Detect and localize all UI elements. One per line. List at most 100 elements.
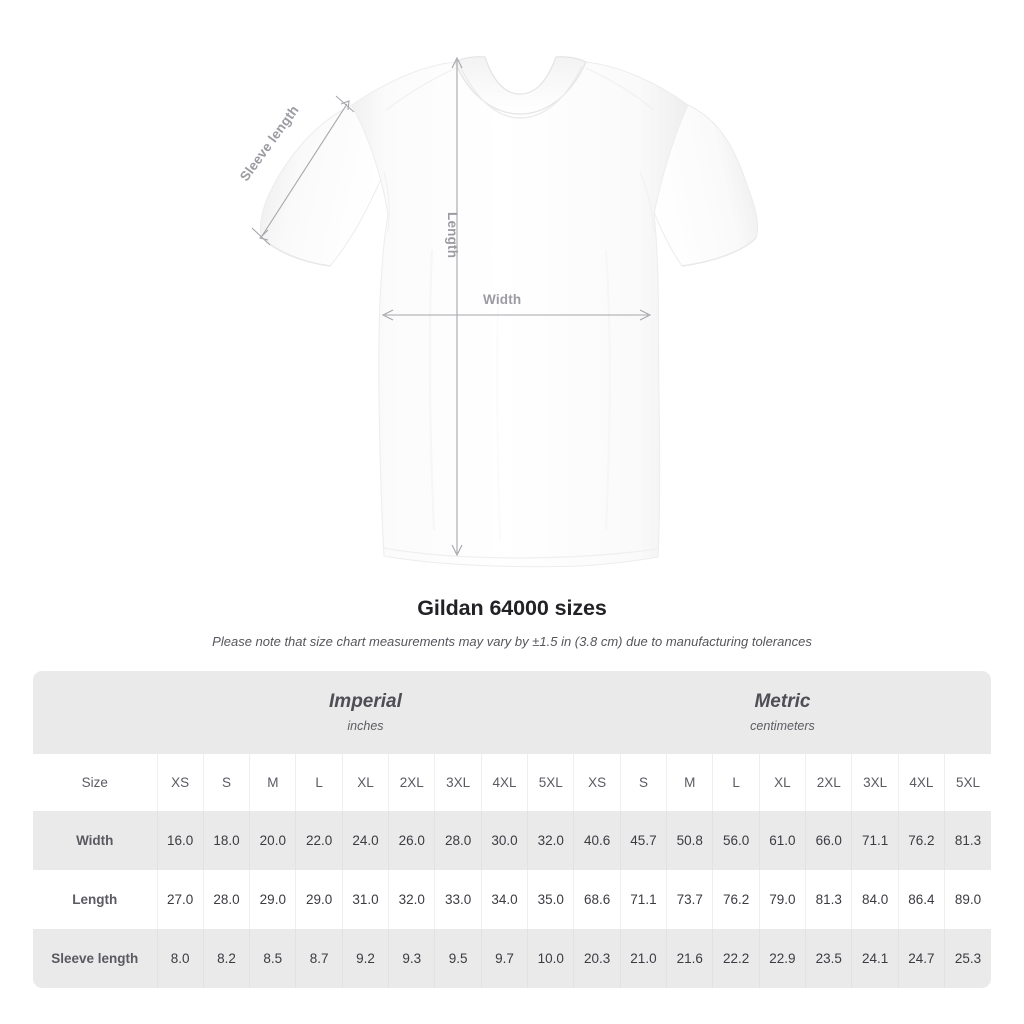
tolerance-note: Please note that size chart measurements… [212, 634, 812, 649]
measurement-cell: 66.0 [805, 811, 852, 870]
measurement-cell: 71.1 [851, 811, 899, 870]
measurement-cell: 20.3 [573, 929, 621, 988]
size-column-header: 4XL [480, 754, 528, 811]
size-column-header: L [295, 754, 343, 811]
measurement-cell: 33.0 [434, 870, 482, 929]
measurement-cell: 21.6 [666, 929, 713, 988]
unit-header-imperial: Imperial inches [157, 671, 574, 754]
unit-header-metric: Metric centimeters [573, 671, 991, 754]
measurement-cell: 35.0 [527, 870, 574, 929]
table-row: Width 16.0 18.0 20.0 22.0 24.0 26.0 28.0 30.0 32.… [33, 811, 991, 870]
size-column-header: S [202, 754, 250, 811]
unit-header-row: Imperial inches Metric centimeters [33, 671, 991, 754]
measurement-cell: 89.0 [944, 870, 991, 929]
measurement-cell: 40.6 [573, 811, 621, 870]
measurement-cell: 9.7 [480, 929, 528, 988]
length-dimension-line [451, 56, 463, 557]
unit-name: Metric [754, 691, 811, 713]
length-label: Length [445, 212, 460, 259]
measurement-cell: 22.2 [712, 929, 760, 988]
shirt-body [259, 56, 759, 568]
measurement-cell: 24.0 [341, 811, 389, 870]
size-column-header: XL [341, 754, 389, 811]
size-column-header: 2XL [388, 754, 435, 811]
measurement-cell: 8.7 [295, 929, 343, 988]
tshirt-diagram: Sleeve length Length Width [236, 56, 759, 568]
measurement-cell: 20.0 [249, 811, 296, 870]
unit-subtitle: inches [347, 718, 384, 733]
measurement-cell: 9.2 [341, 929, 389, 988]
measurement-cell: 21.0 [619, 929, 667, 988]
measurement-cell: 22.9 [758, 929, 806, 988]
measurement-cell: 81.3 [805, 870, 852, 929]
measurement-cell: 29.0 [249, 870, 296, 929]
measurement-cell: 84.0 [851, 870, 899, 929]
size-chart-table-wrapper: Imperial inches Metric centimeters Size XS S M L… [33, 671, 991, 988]
width-dimension-line [381, 309, 652, 321]
measurement-annotations [251, 56, 652, 557]
tshirt-illustration [251, 56, 759, 568]
size-column-header: 5XL [944, 754, 991, 811]
size-column-header: S [619, 754, 667, 811]
measurement-cell: 18.0 [202, 811, 250, 870]
size-column-header: XL [758, 754, 806, 811]
size-column-header: XS [573, 754, 621, 811]
measurement-cell: 86.4 [897, 870, 945, 929]
measurement-cell: 73.7 [666, 870, 713, 929]
measurement-cell: 29.0 [295, 870, 343, 929]
measurement-cell: 22.0 [295, 811, 343, 870]
size-column-header: 3XL [851, 754, 899, 811]
measurement-cell: 56.0 [712, 811, 760, 870]
measurement-row-label: Width [33, 811, 157, 870]
unit-subtitle: centimeters [750, 718, 815, 733]
size-chart-table: Imperial inches Metric centimeters Size XS S M L… [33, 671, 991, 988]
size-column-header: L [712, 754, 760, 811]
size-column-header: M [249, 754, 296, 811]
measurement-cell: 45.7 [619, 811, 667, 870]
chart-heading: Gildan 64000 sizes Please note that size… [0, 596, 1024, 649]
measurement-cell: 27.0 [156, 870, 204, 929]
measurement-cell: 50.8 [666, 811, 713, 870]
measurement-cell: 79.0 [758, 870, 806, 929]
measurement-cell: 16.0 [156, 811, 204, 870]
measurement-cell: 76.2 [897, 811, 945, 870]
measurement-cell: 10.0 [527, 929, 574, 988]
measurement-cell: 32.0 [388, 870, 435, 929]
measurement-row-label: Sleeve length [33, 929, 157, 988]
measurement-cell: 30.0 [480, 811, 528, 870]
size-column-header: 2XL [805, 754, 852, 811]
width-label: Width [483, 292, 522, 307]
sleeve-length-dimension-line [251, 95, 355, 246]
measurement-cell: 28.0 [434, 811, 482, 870]
measurement-cell: 9.3 [388, 929, 435, 988]
measurement-cell: 34.0 [480, 870, 528, 929]
measurement-cell: 23.5 [805, 929, 852, 988]
measurement-cell: 68.6 [573, 870, 621, 929]
measurement-cell: 24.7 [897, 929, 945, 988]
measurement-cell: 31.0 [341, 870, 389, 929]
size-column-header: 4XL [897, 754, 945, 811]
size-column-header: XS [156, 754, 204, 811]
size-column-header: 3XL [434, 754, 482, 811]
measurement-cell: 32.0 [527, 811, 574, 870]
measurement-cell: 76.2 [712, 870, 760, 929]
measurement-cell: 8.0 [156, 929, 204, 988]
measurement-cell: 9.5 [434, 929, 482, 988]
measurement-cell: 61.0 [758, 811, 806, 870]
measurement-cell: 26.0 [388, 811, 435, 870]
size-header-row: Size XS S M L XL 2XL 3XL 4XL 5XL XS S M L XL 2XL 3XL 4XL 5… [33, 754, 991, 811]
page-title: Gildan 64000 sizes [417, 596, 607, 620]
measurement-cell: 71.1 [619, 870, 667, 929]
measurement-cell: 8.2 [202, 929, 250, 988]
unit-header-spacer [33, 671, 157, 754]
size-column-header: 5XL [527, 754, 574, 811]
measurement-cell: 8.5 [249, 929, 296, 988]
table-row: Sleeve length 8.0 8.2 8.5 8.7 9.2 9.3 9.5 9.7 10.… [33, 929, 991, 988]
measurement-cell: 28.0 [202, 870, 250, 929]
unit-name: Imperial [329, 691, 402, 713]
table-row: Length 27.0 28.0 29.0 29.0 31.0 32.0 33.0 34.0 35… [33, 870, 991, 929]
measurement-cell: 81.3 [944, 811, 991, 870]
measurement-cell: 25.3 [944, 929, 991, 988]
size-header-label: Size [33, 754, 157, 811]
measurement-row-label: Length [33, 870, 157, 929]
